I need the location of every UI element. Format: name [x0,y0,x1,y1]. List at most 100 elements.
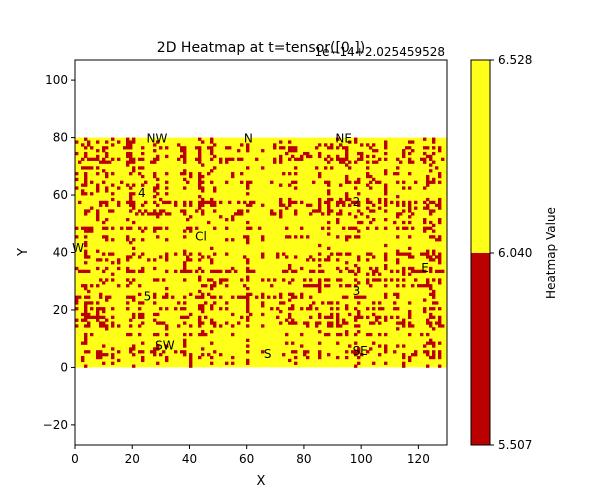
heatmap-cell [210,157,214,161]
heatmap-cell [366,183,370,187]
heatmap-cell [399,321,403,325]
heatmap-cell [87,209,91,213]
heatmap-cell [285,318,289,322]
heatmap-cell [81,284,85,288]
heatmap-cell [111,261,115,265]
heatmap-cell [375,149,379,153]
heatmap-cell [189,229,193,233]
heatmap-cell [324,315,328,319]
heatmap-cell [219,281,223,285]
heatmap-cell [87,289,91,294]
heatmap-cell [369,284,373,288]
heatmap-cell [318,154,322,159]
heatmap-cell [429,154,433,159]
heatmap-cell [336,321,340,325]
heatmap-cell [336,146,340,150]
heatmap-cell [402,278,406,282]
heatmap-cell [198,160,202,164]
heatmap-cell [369,252,373,256]
heatmap-cell [138,332,142,337]
heatmap-cell [402,180,406,184]
heatmap-cell [84,229,88,233]
heatmap-cell [105,200,109,205]
heatmap-cell [384,266,388,271]
heatmap-cell [342,321,346,325]
heatmap-cell [408,140,412,144]
heatmap-cell [174,200,178,205]
heatmap-cell [183,350,187,354]
heatmap-cell [408,301,412,305]
heatmap-cell [396,212,400,216]
heatmap-cell [111,143,115,147]
heatmap-cell [432,151,436,156]
heatmap-cell [252,200,256,205]
heatmap-cell [165,269,169,274]
heatmap-cell [354,272,358,276]
heatmap-cell [198,200,202,205]
heatmap-cell [384,218,388,222]
heatmap-cell [372,321,376,325]
heatmap-cell [219,353,223,357]
heatmap-cell [348,140,352,144]
heatmap-cell [384,183,388,187]
heatmap-cell [417,269,421,274]
heatmap-cell [96,355,100,360]
heatmap-cell [201,330,205,334]
heatmap-cell [261,292,265,296]
heatmap-cell [111,272,115,276]
heatmap-cell [153,266,157,271]
heatmap-cell [111,278,115,282]
heatmap-cell [126,151,130,156]
heatmap-cell [441,324,445,328]
heatmap-cell [357,157,361,161]
heatmap-cell [183,307,187,311]
heatmap-cell [315,324,319,328]
heatmap-cell [384,263,388,268]
y-tick-label: 100 [45,73,68,87]
heatmap-cell [207,146,211,150]
heatmap-cell [132,206,136,210]
heatmap-cell [345,235,349,239]
heatmap-cell [138,307,142,311]
heatmap-cell [426,177,430,182]
heatmap-cell [153,353,157,357]
heatmap-cell [423,269,427,274]
heatmap-cell [183,249,187,253]
heatmap-cell [237,212,241,216]
heatmap-cell [126,269,130,274]
heatmap-cell [213,189,217,193]
heatmap-cell [309,304,313,308]
chart-title: 2D Heatmap at t=tensor([0.]) [157,40,365,56]
heatmap-cell [294,209,298,213]
heatmap-cell [132,269,136,274]
heatmap-cell [234,269,238,274]
heatmap-cell [165,172,169,176]
heatmap-cell [132,347,136,351]
heatmap-cell [438,235,442,239]
heatmap-cell [186,258,190,262]
heatmap-cell [420,332,424,337]
heatmap-cell [354,353,358,357]
heatmap-cell [432,278,436,282]
heatmap-cell [360,154,364,159]
heatmap-cell [132,200,136,205]
heatmap-cell [378,307,382,311]
heatmap-cell [282,278,286,282]
heatmap-cell [312,301,316,305]
heatmap-cell [243,284,247,288]
heatmap-cell [438,200,442,205]
heatmap-cell [156,235,160,239]
heatmap-cell [183,172,187,176]
heatmap-cell [183,169,187,173]
heatmap-cell [354,215,358,219]
heatmap-cell [198,318,202,322]
heatmap-cell [75,301,79,305]
heatmap-cell [141,238,145,242]
heatmap-cell [126,218,130,222]
heatmap-cell [153,209,157,213]
heatmap-cell [183,157,187,161]
heatmap-cell [111,157,115,161]
heatmap-cell [99,200,103,205]
heatmap-cell [204,200,208,205]
heatmap-cell [105,324,109,328]
